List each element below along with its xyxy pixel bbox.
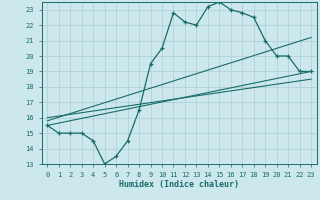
X-axis label: Humidex (Indice chaleur): Humidex (Indice chaleur) [119,180,239,189]
